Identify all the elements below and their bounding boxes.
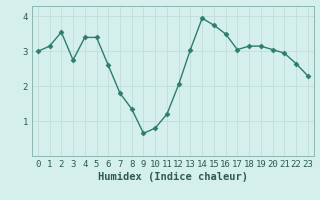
X-axis label: Humidex (Indice chaleur): Humidex (Indice chaleur) (98, 172, 248, 182)
